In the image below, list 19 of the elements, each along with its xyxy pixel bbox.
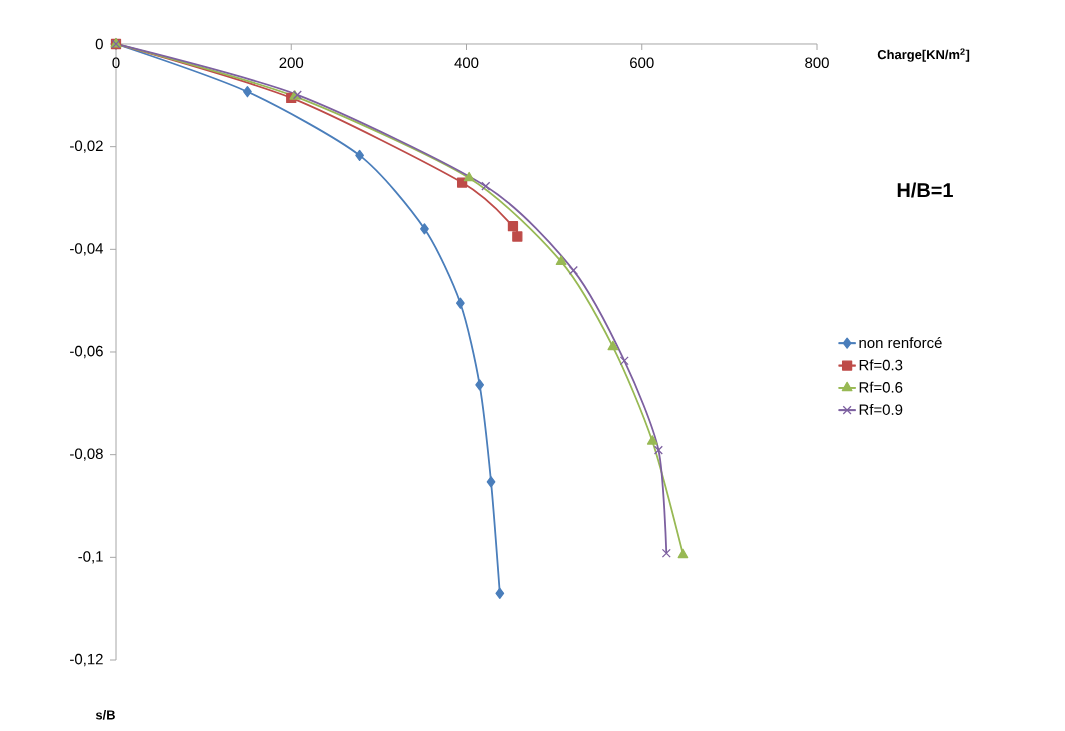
y-tick-label: 0	[95, 38, 103, 50]
y-tick-label: -0,02	[70, 140, 103, 153]
x-tick-label: 0	[112, 57, 120, 69]
x-tick-label: 800	[805, 57, 829, 69]
legend-label: Rf=0.9	[859, 404, 903, 415]
y-tick-label: -0,06	[70, 345, 103, 359]
y-axis-title: s/B	[95, 710, 115, 720]
y-tick-label: -0,12	[70, 653, 103, 667]
legend-label: non renforcé	[859, 336, 942, 349]
x-tick-label: 600	[630, 57, 654, 69]
x-tick-label: 200	[279, 57, 304, 69]
x-axis-title: Charge[KN/m$^{2}$]	[877, 48, 970, 62]
legend-label: Rf=0.6	[859, 381, 903, 393]
y-tick-label: -0,08	[70, 448, 103, 461]
x-tick-label: 400	[454, 57, 479, 69]
legend-label: Rf=0.3	[859, 359, 903, 371]
text: H/B=1	[897, 182, 953, 198]
y-tick-label: -0,1	[78, 551, 103, 564]
y-tick-label: -0,04	[70, 243, 104, 256]
